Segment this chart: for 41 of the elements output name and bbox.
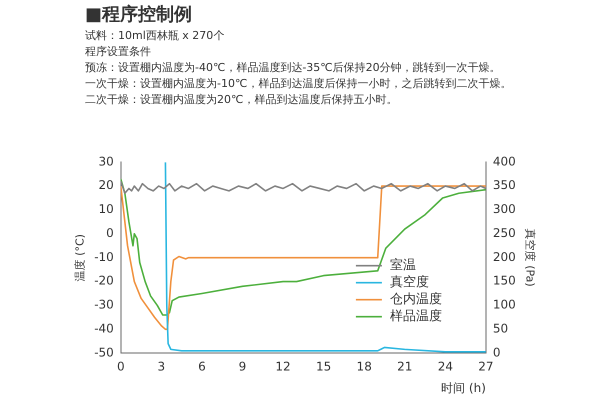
y2-tick-label: 300 [492, 202, 516, 216]
x-tick-label: 18 [356, 360, 372, 374]
x-tick-label: 15 [316, 360, 332, 374]
x-tick-label: 12 [275, 360, 291, 374]
y-tick-label: -40 [94, 321, 114, 336]
text: 预冻：设置棚内温度为-40℃，样品温度到达-35℃后保持20分钟，跳转到一次干燥。 [85, 60, 502, 76]
text: 试料：10ml西林瓶 x 270个 [85, 28, 226, 44]
y2-tick-label: 200 [492, 250, 516, 264]
y2-tick-label: 150 [492, 274, 516, 288]
text: 一次干燥：设置棚内温度为-10℃，样品到达温度后保持一小时，之后跳转到二次干燥。 [85, 76, 512, 92]
y-tick-label: 0 [106, 226, 114, 240]
y-axis-title: 温度 (°C) [73, 234, 86, 282]
legend-label: 室温 [390, 257, 416, 274]
x-axis-title: 时间 (h) [441, 380, 486, 395]
x-tick-label: 21 [397, 360, 412, 374]
y2-axis-title: 真空度 (Pa) [524, 228, 537, 287]
x-tick-label: 24 [438, 360, 453, 374]
x-tick-label: 27 [478, 360, 494, 374]
y2-tick-label: 100 [492, 298, 516, 312]
legend-label: 仓内温度 [390, 291, 442, 308]
x-tick-label: 0 [116, 360, 125, 374]
x-tick-label: 9 [238, 360, 246, 374]
y-tick-label: -30 [94, 298, 114, 312]
y-tick-label: 10 [98, 202, 114, 216]
x-tick-label: 3 [158, 360, 166, 374]
y2-tick-label: 350 [492, 178, 516, 192]
y2-tick-label: 0 [492, 345, 501, 360]
y-tick-label: -10 [94, 250, 114, 264]
y-tick-label: -50 [94, 345, 114, 360]
legend-label: 样品温度 [390, 308, 442, 324]
chart-title: ■程序控制例 [85, 3, 194, 26]
text: 程序设置条件 [85, 44, 152, 60]
y-tick-label: 20 [98, 178, 114, 192]
x-tick-label: 6 [198, 360, 206, 374]
y-tick-label: 30 [98, 154, 114, 168]
text: 二次干燥：设置棚内温度为20℃，样品到达温度后保持五小时。 [85, 92, 398, 108]
y2-tick-label: 250 [492, 226, 516, 240]
legend-label: 真空度 [390, 274, 429, 290]
y2-tick-label: 400 [492, 154, 516, 168]
y2-tick-label: 50 [492, 321, 508, 336]
y-tick-label: -20 [94, 274, 114, 288]
